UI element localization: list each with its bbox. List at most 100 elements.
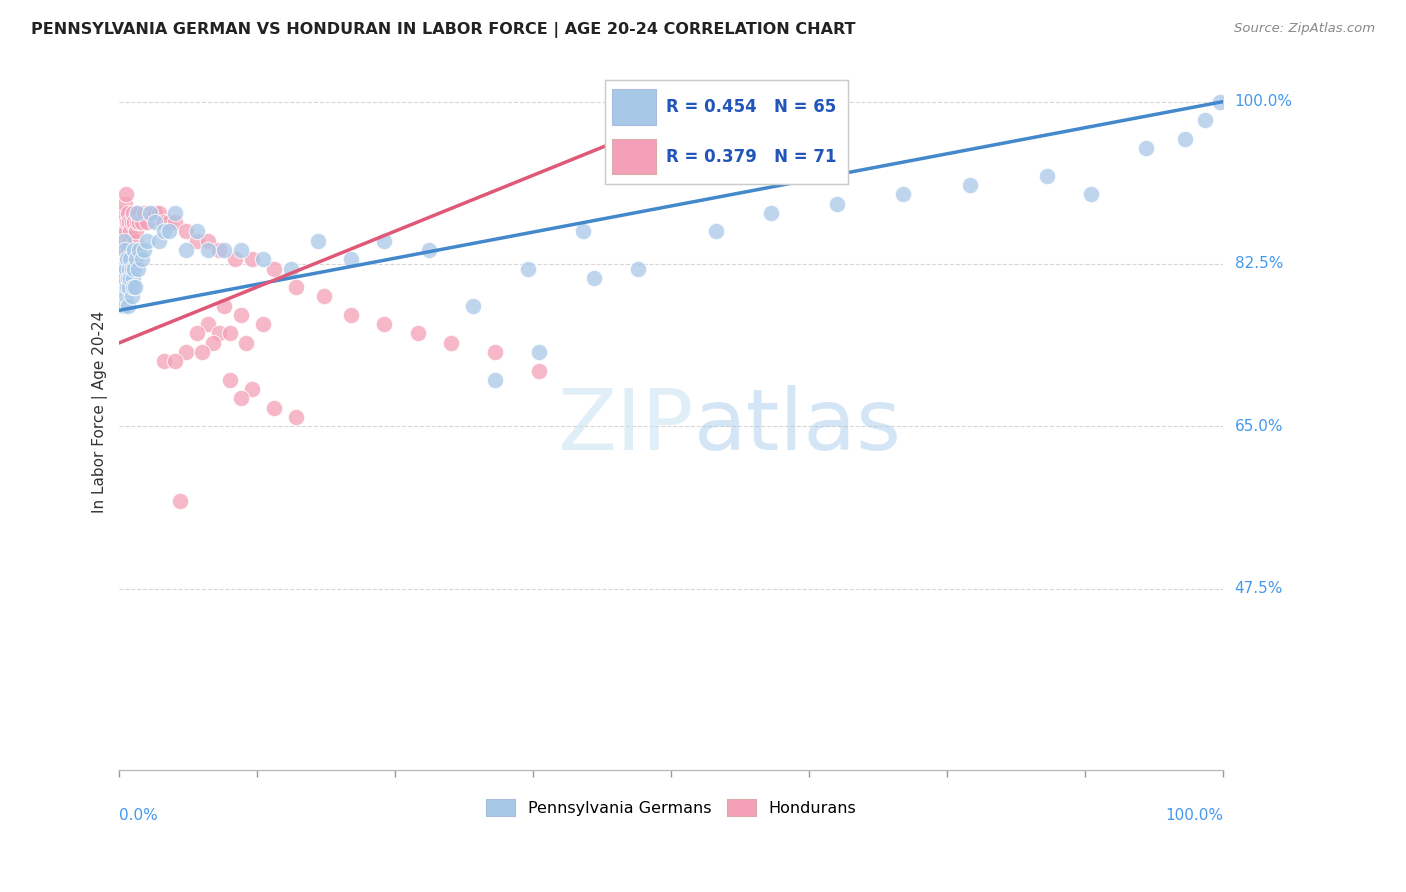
Point [117,270,139,285]
Point [285,280,308,294]
Point [139,206,162,220]
Point [111,243,134,257]
Point [197,317,219,331]
Point [214,299,236,313]
Point [112,234,135,248]
Point [125,252,148,267]
Point [218,326,240,341]
Point [111,206,134,220]
Point [1080,187,1102,202]
Text: 47.5%: 47.5% [1234,582,1282,596]
Point [115,280,138,294]
Point [114,196,136,211]
Point [121,280,143,294]
Point [124,280,146,294]
Point [1194,113,1216,128]
Point [121,243,143,257]
Point [186,234,208,248]
Point [115,289,138,303]
Point [117,299,139,313]
Point [197,243,219,257]
Point [229,392,252,406]
Point [307,234,329,248]
Point [121,215,143,229]
Point [132,243,155,257]
Point [340,252,363,267]
Point [148,206,170,220]
Point [121,243,143,257]
Point [759,206,782,220]
Point [114,234,136,248]
Point [120,270,142,285]
Point [186,224,208,238]
Point [115,187,138,202]
Point [118,215,141,229]
Point [148,234,170,248]
Point [235,335,257,350]
Point [1036,169,1059,183]
Point [127,215,149,229]
Point [174,243,197,257]
Point [202,335,225,350]
Point [111,280,134,294]
Point [132,206,155,220]
Point [111,261,134,276]
Point [122,252,145,267]
Point [174,345,197,359]
Point [115,224,138,238]
Point [163,206,186,220]
Point [128,243,150,257]
Point [124,234,146,248]
Point [169,493,191,508]
Point [127,206,149,220]
Point [572,224,595,238]
Point [112,224,135,238]
Text: ZIP: ZIP [557,385,693,468]
Point [131,252,153,267]
Y-axis label: In Labor Force | Age 20-24: In Labor Force | Age 20-24 [93,311,108,514]
Point [117,206,139,220]
Point [157,224,180,238]
Point [527,363,550,377]
Point [115,252,138,267]
Point [825,196,848,211]
Point [128,215,150,229]
Text: 100.0%: 100.0% [1234,94,1292,109]
Point [152,354,174,368]
Point [131,215,153,229]
Point [263,261,285,276]
Point [252,252,274,267]
Point [136,215,159,229]
Point [516,261,538,276]
Point [340,308,363,322]
Point [583,270,606,285]
Point [224,252,246,267]
Point [263,401,285,415]
Point [115,261,138,276]
Point [406,326,429,341]
Point [136,234,159,248]
Point [118,280,141,294]
Text: PENNSYLVANIA GERMAN VS HONDURAN IN LABOR FORCE | AGE 20-24 CORRELATION CHART: PENNSYLVANIA GERMAN VS HONDURAN IN LABOR… [31,22,855,38]
Point [891,187,914,202]
Point [125,224,148,238]
Text: 0.0%: 0.0% [120,808,159,823]
Point [121,206,143,220]
Point [214,243,236,257]
Point [229,243,252,257]
Text: Source: ZipAtlas.com: Source: ZipAtlas.com [1234,22,1375,36]
Point [704,224,727,238]
Point [143,206,166,220]
Text: 82.5%: 82.5% [1234,256,1282,271]
Point [122,215,145,229]
Point [280,261,302,276]
Point [139,206,162,220]
Text: 100.0%: 100.0% [1166,808,1223,823]
Point [121,261,143,276]
Point [252,317,274,331]
Point [121,270,143,285]
Point [186,326,208,341]
Point [143,215,166,229]
Point [163,354,186,368]
Point [120,261,142,276]
